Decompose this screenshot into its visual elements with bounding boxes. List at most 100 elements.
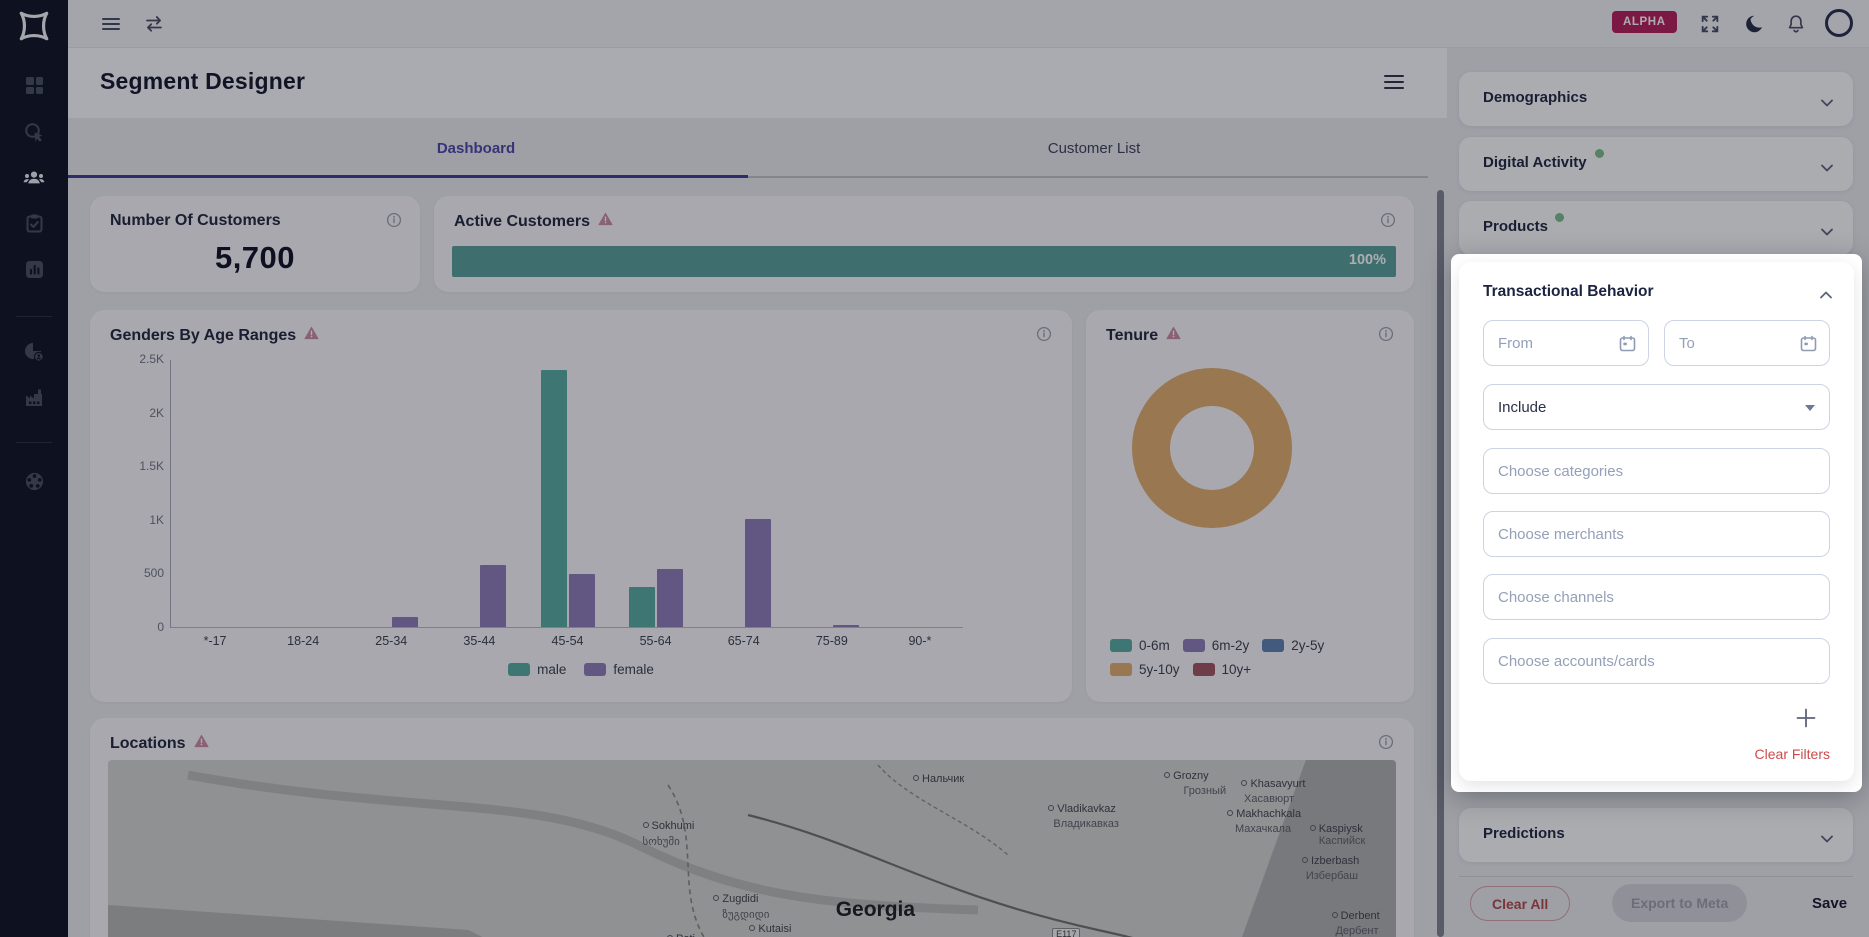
male-bar-45-54: [540, 369, 567, 627]
active-filter-dot: [1555, 213, 1564, 222]
donut-legend: 0-6m 6m-2y 2y-5y 5y-10y 10y+: [1110, 638, 1400, 677]
y-axis-tick: 500: [143, 566, 164, 581]
sidebar-divider: [16, 316, 52, 317]
user-avatar[interactable]: [1825, 9, 1853, 37]
y-axis-tick: 0: [157, 620, 164, 634]
choose-accounts-cards-input[interactable]: [1484, 639, 1829, 683]
map-city-label: Грозный: [1183, 785, 1227, 797]
genders-bar-chart: 0 500 1K 1.5K 2K 2.5K *-17 18-24 25-34 35-44 45-54…: [139, 352, 963, 648]
active-tab-indicator: [68, 175, 748, 178]
choose-merchants-field[interactable]: [1483, 511, 1830, 557]
x-axis-label: 75-89: [815, 634, 848, 648]
x-axis-label: 25-34: [375, 634, 408, 648]
card-active-customers: Active Customers 100%: [434, 196, 1414, 292]
sidebar-item-dashboard[interactable]: [0, 66, 68, 110]
info-icon[interactable]: [1378, 734, 1394, 755]
date-from-field[interactable]: [1483, 320, 1649, 366]
panel-footer-divider: [1459, 876, 1853, 877]
sidebar-item-tasks[interactable]: [0, 204, 68, 248]
dark-mode-moon-icon[interactable]: [1742, 13, 1764, 40]
card-number-of-customers: Number Of Customers 5,700: [90, 196, 420, 292]
map-city-label: Makhachkala: [1227, 808, 1301, 820]
active-customers-progress-bar: 100%: [452, 246, 1396, 277]
accordion-title[interactable]: Transactional Behavior: [1483, 283, 1654, 300]
legend-item-0-6m: 0-6m: [1110, 638, 1170, 653]
card-title: Genders By Age Ranges: [110, 326, 319, 345]
fullscreen-icon[interactable]: [1699, 13, 1721, 40]
legend-item-male: male: [508, 662, 566, 677]
map-country-label: Georgia: [835, 897, 916, 921]
card-title: Active Customers: [454, 212, 613, 231]
clear-filters-link[interactable]: Clear Filters: [1754, 746, 1830, 762]
info-icon[interactable]: [1036, 326, 1052, 347]
include-exclude-select[interactable]: Include: [1483, 384, 1830, 430]
female-bar-45-54: [568, 574, 595, 627]
main-scrollbar[interactable]: [1437, 190, 1444, 937]
bar-chart-icon: [24, 259, 45, 285]
x-axis-label: 45-54: [551, 634, 584, 648]
sidebar-item-organization[interactable]: [0, 378, 68, 422]
choose-merchants-input[interactable]: [1484, 512, 1829, 556]
info-icon[interactable]: [1378, 326, 1394, 347]
export-to-meta-button[interactable]: Export to Meta: [1612, 884, 1748, 922]
warning-icon: [1166, 326, 1181, 345]
tab-dashboard[interactable]: Dashboard: [436, 140, 516, 157]
x-axis-label: 35-44: [463, 634, 496, 648]
map-city-label: Дербент: [1335, 925, 1379, 937]
app-logo-icon[interactable]: [17, 9, 51, 48]
active-filter-dot: [1595, 149, 1604, 158]
sidebar-item-explore[interactable]: [0, 112, 68, 156]
map-city-label: Нальчик: [913, 773, 964, 785]
legend-item-10y+: 10y+: [1192, 662, 1251, 677]
choose-categories-input[interactable]: [1484, 449, 1829, 493]
page-menu-icon[interactable]: [1384, 74, 1404, 95]
clipboard-check-icon: [24, 213, 45, 239]
y-axis-tick: 1K: [149, 512, 164, 527]
hamburger-menu-icon[interactable]: [100, 14, 122, 39]
sidebar-item-analytics[interactable]: [0, 250, 68, 294]
accordion-digital-activity[interactable]: Digital Activity: [1459, 137, 1853, 191]
card-title: Tenure: [1106, 326, 1181, 345]
chevron-up-icon[interactable]: [1820, 286, 1832, 304]
save-button[interactable]: Save: [1812, 895, 1848, 912]
female-bar-65-74: [744, 519, 771, 627]
alpha-badge: ALPHA: [1612, 11, 1677, 33]
map-city-label: Владикавказ: [1053, 817, 1119, 830]
tab-divider: [68, 176, 1428, 178]
info-icon[interactable]: [1380, 212, 1396, 233]
add-rule-button[interactable]: [1794, 706, 1818, 733]
sidebar-item-audiences[interactable]: [0, 158, 68, 202]
sidebar-item-customer-insights[interactable]: [0, 332, 68, 376]
progress-value: 100%: [1348, 252, 1386, 268]
female-bar-35-44: [480, 564, 507, 627]
map-city-label: Poti: [667, 933, 695, 937]
map-city-label: Vladikavkaz: [1048, 803, 1116, 815]
choose-accounts-cards-field[interactable]: [1483, 638, 1830, 684]
tab-customer-list[interactable]: Customer List: [1047, 140, 1141, 157]
page-header: Segment Designer: [68, 48, 1447, 118]
warning-icon: [304, 326, 319, 345]
card-genders-by-age: Genders By Age Ranges 0 500 1K 1.5K 2K 2.5K *-…: [90, 310, 1072, 702]
choose-channels-field[interactable]: [1483, 574, 1830, 620]
map-city-label: Kaspiysk: [1310, 823, 1363, 835]
factory-icon: [23, 387, 45, 414]
legend-item-6m-2y: 6m-2y: [1182, 638, 1249, 653]
map-terrain-lines: [187, 764, 1133, 937]
accordion-demographics[interactable]: Demographics: [1459, 72, 1853, 126]
sidebar-item-settings-wheel[interactable]: [0, 462, 68, 506]
date-to-field[interactable]: [1664, 320, 1830, 366]
notifications-bell-icon[interactable]: [1785, 13, 1807, 40]
accordion-products[interactable]: Products: [1459, 201, 1853, 255]
y-axis-tick: 2K: [149, 405, 164, 420]
swap-arrows-icon[interactable]: [142, 14, 166, 39]
choose-channels-input[interactable]: [1484, 575, 1829, 619]
spotlight-region: Transactional Behavior Include: [1451, 254, 1862, 792]
calendar-icon[interactable]: [1618, 334, 1637, 358]
calendar-icon[interactable]: [1799, 334, 1818, 358]
choose-categories-field[interactable]: [1483, 448, 1830, 494]
info-icon[interactable]: [386, 212, 402, 233]
locations-map[interactable]: Нальчик Grozny Грозный Khasavyurt Хасавюрт Vl…: [108, 760, 1396, 937]
accordion-predictions[interactable]: Predictions: [1459, 808, 1853, 862]
clear-all-button[interactable]: Clear All: [1470, 886, 1571, 921]
